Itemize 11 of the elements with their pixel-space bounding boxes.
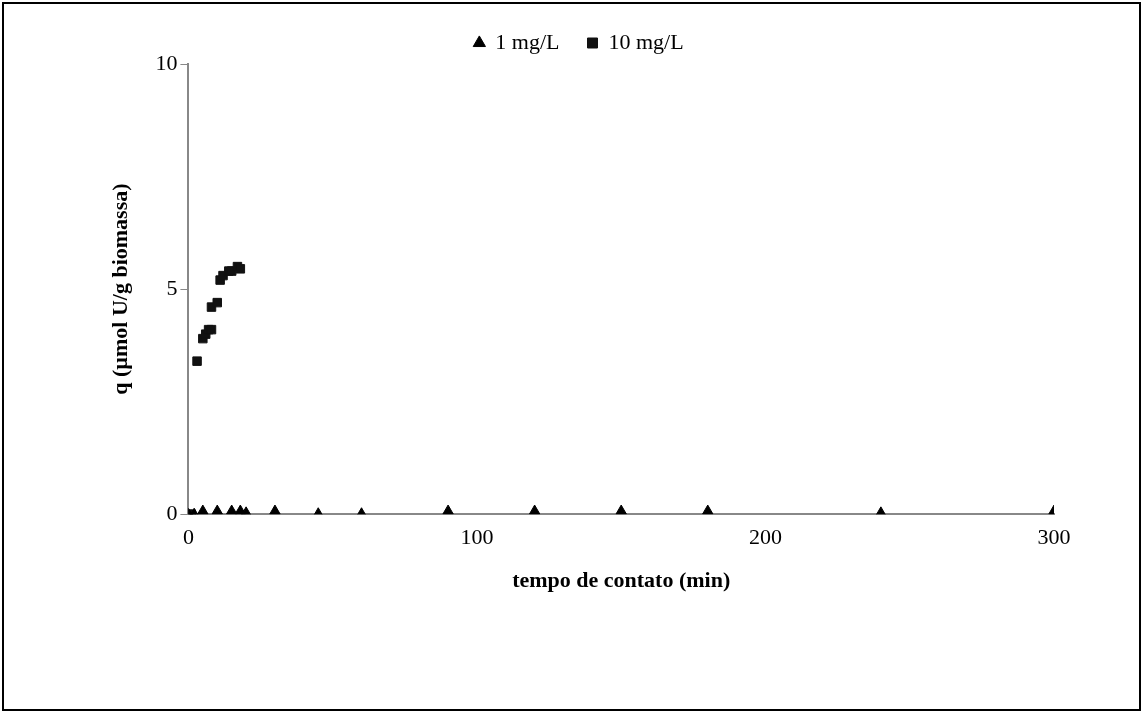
y-tick-label: 0 [166,499,178,525]
x-tick-label: 0 [182,524,194,550]
x-tick-label: 200 [748,524,782,550]
y-tick-label: 5 [166,274,178,300]
legend-label: 10 mg/L [608,28,684,54]
x-tick-label: 300 [1037,524,1071,550]
y-tick-label: 10 [155,49,178,75]
legend-label: 1 mg/L [495,28,560,54]
x-tick-label: 100 [460,524,494,550]
x-axis-title: tempo de contato (min) [512,567,731,593]
y-axis-title: q (µmol U/g biomassa) [106,183,132,395]
